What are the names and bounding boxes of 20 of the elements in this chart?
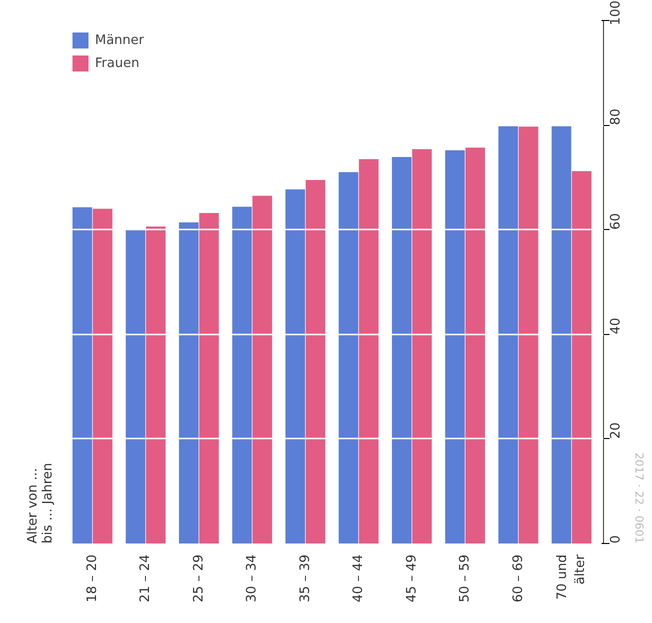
legend-label: Frauen [95,56,140,70]
y-tick-label: 100 [608,0,624,26]
x-tick-label: 35 – 39 [298,554,313,602]
y-tick-label: 40 [608,318,624,334]
x-tick-label: 21 – 24 [138,554,154,602]
x-tick-label: 18 – 20 [84,554,100,602]
y-tick-label: 0 [608,535,624,544]
x-tick-label: 40 – 44 [351,554,366,602]
x-tick-label: 45 – 49 [404,554,420,602]
text: Alter von ... bis ... Jahren [26,462,56,544]
text: 2017 · 22 · 0601 [632,452,646,544]
y-tick-label: 60 [608,213,624,230]
x-tick-label: 70 und älter [555,554,588,600]
x-tick-label: 25 – 29 [191,554,206,602]
x-tick-label: 50 – 59 [458,554,473,602]
y-tick-label: 20 [608,422,624,439]
legend-label: Männer [95,32,144,48]
x-tick-label: 30 – 34 [244,554,260,602]
y-tick-label: 80 [608,108,624,126]
x-tick-label: 60 – 69 [510,554,526,602]
